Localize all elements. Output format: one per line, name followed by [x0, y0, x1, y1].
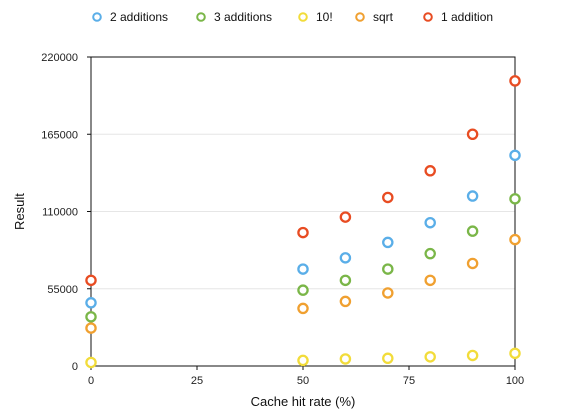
data-point — [297, 284, 309, 296]
data-point — [509, 149, 521, 162]
x-tick-label: 0 — [88, 375, 94, 387]
y-tick-label: 0 — [72, 361, 78, 373]
y-axis-ticks: 0 55000 110000 165000 220000 — [41, 52, 91, 373]
data-point — [424, 351, 436, 363]
data-point — [85, 274, 97, 287]
data-point — [466, 225, 479, 237]
legend-marker — [423, 12, 433, 22]
legend-marker — [92, 12, 102, 22]
data-point — [424, 247, 436, 260]
y-tick-label: 220000 — [41, 52, 78, 64]
y-axis-label: Result — [12, 193, 27, 230]
legend-entry: 10! — [316, 10, 333, 24]
data-point — [85, 356, 97, 369]
data-point — [466, 128, 479, 140]
data-point — [297, 226, 309, 239]
data-point — [85, 311, 97, 323]
data-point — [85, 322, 97, 334]
data-point — [509, 347, 521, 360]
x-tick-label: 100 — [506, 375, 524, 387]
data-point — [339, 274, 352, 287]
y-tick-label: 55000 — [47, 284, 78, 296]
legend-entry: 1 addition — [441, 10, 493, 24]
x-tick-label: 75 — [403, 375, 415, 387]
data-point — [382, 263, 394, 275]
data-point — [85, 297, 97, 309]
legend-marker — [196, 12, 206, 22]
data-point — [297, 263, 309, 275]
legend-marker — [355, 12, 365, 22]
data-point — [509, 193, 521, 205]
data-point — [509, 233, 521, 246]
data-points — [85, 75, 521, 369]
data-point — [382, 287, 394, 299]
data-point — [382, 352, 394, 365]
data-point — [382, 191, 394, 204]
data-point — [466, 349, 479, 362]
data-point — [509, 75, 521, 87]
data-point — [382, 236, 394, 249]
data-point — [424, 165, 436, 177]
y-tick-label: 110000 — [42, 207, 78, 219]
data-point — [339, 295, 352, 308]
data-point — [466, 190, 479, 202]
x-tick-label: 25 — [191, 375, 203, 387]
x-tick-label: 50 — [297, 375, 309, 387]
data-point — [466, 257, 479, 270]
data-point — [297, 354, 309, 367]
data-point — [339, 252, 352, 264]
legend-entry: sqrt — [373, 10, 394, 24]
data-point — [297, 302, 309, 315]
y-tick-label: 165000 — [41, 129, 78, 141]
data-point — [424, 216, 436, 229]
data-point — [339, 353, 352, 365]
legend: 2 additions 3 additions 10! sqrt 1 addition — [92, 10, 493, 24]
legend-entry: 3 additions — [214, 10, 272, 24]
x-axis-label: Cache hit rate (%) — [251, 394, 356, 409]
data-point — [424, 274, 436, 287]
legend-marker — [298, 12, 308, 22]
legend-entry: 2 additions — [110, 10, 168, 24]
data-point — [339, 211, 352, 223]
x-axis-ticks: 0 25 50 75 100 — [88, 366, 524, 387]
